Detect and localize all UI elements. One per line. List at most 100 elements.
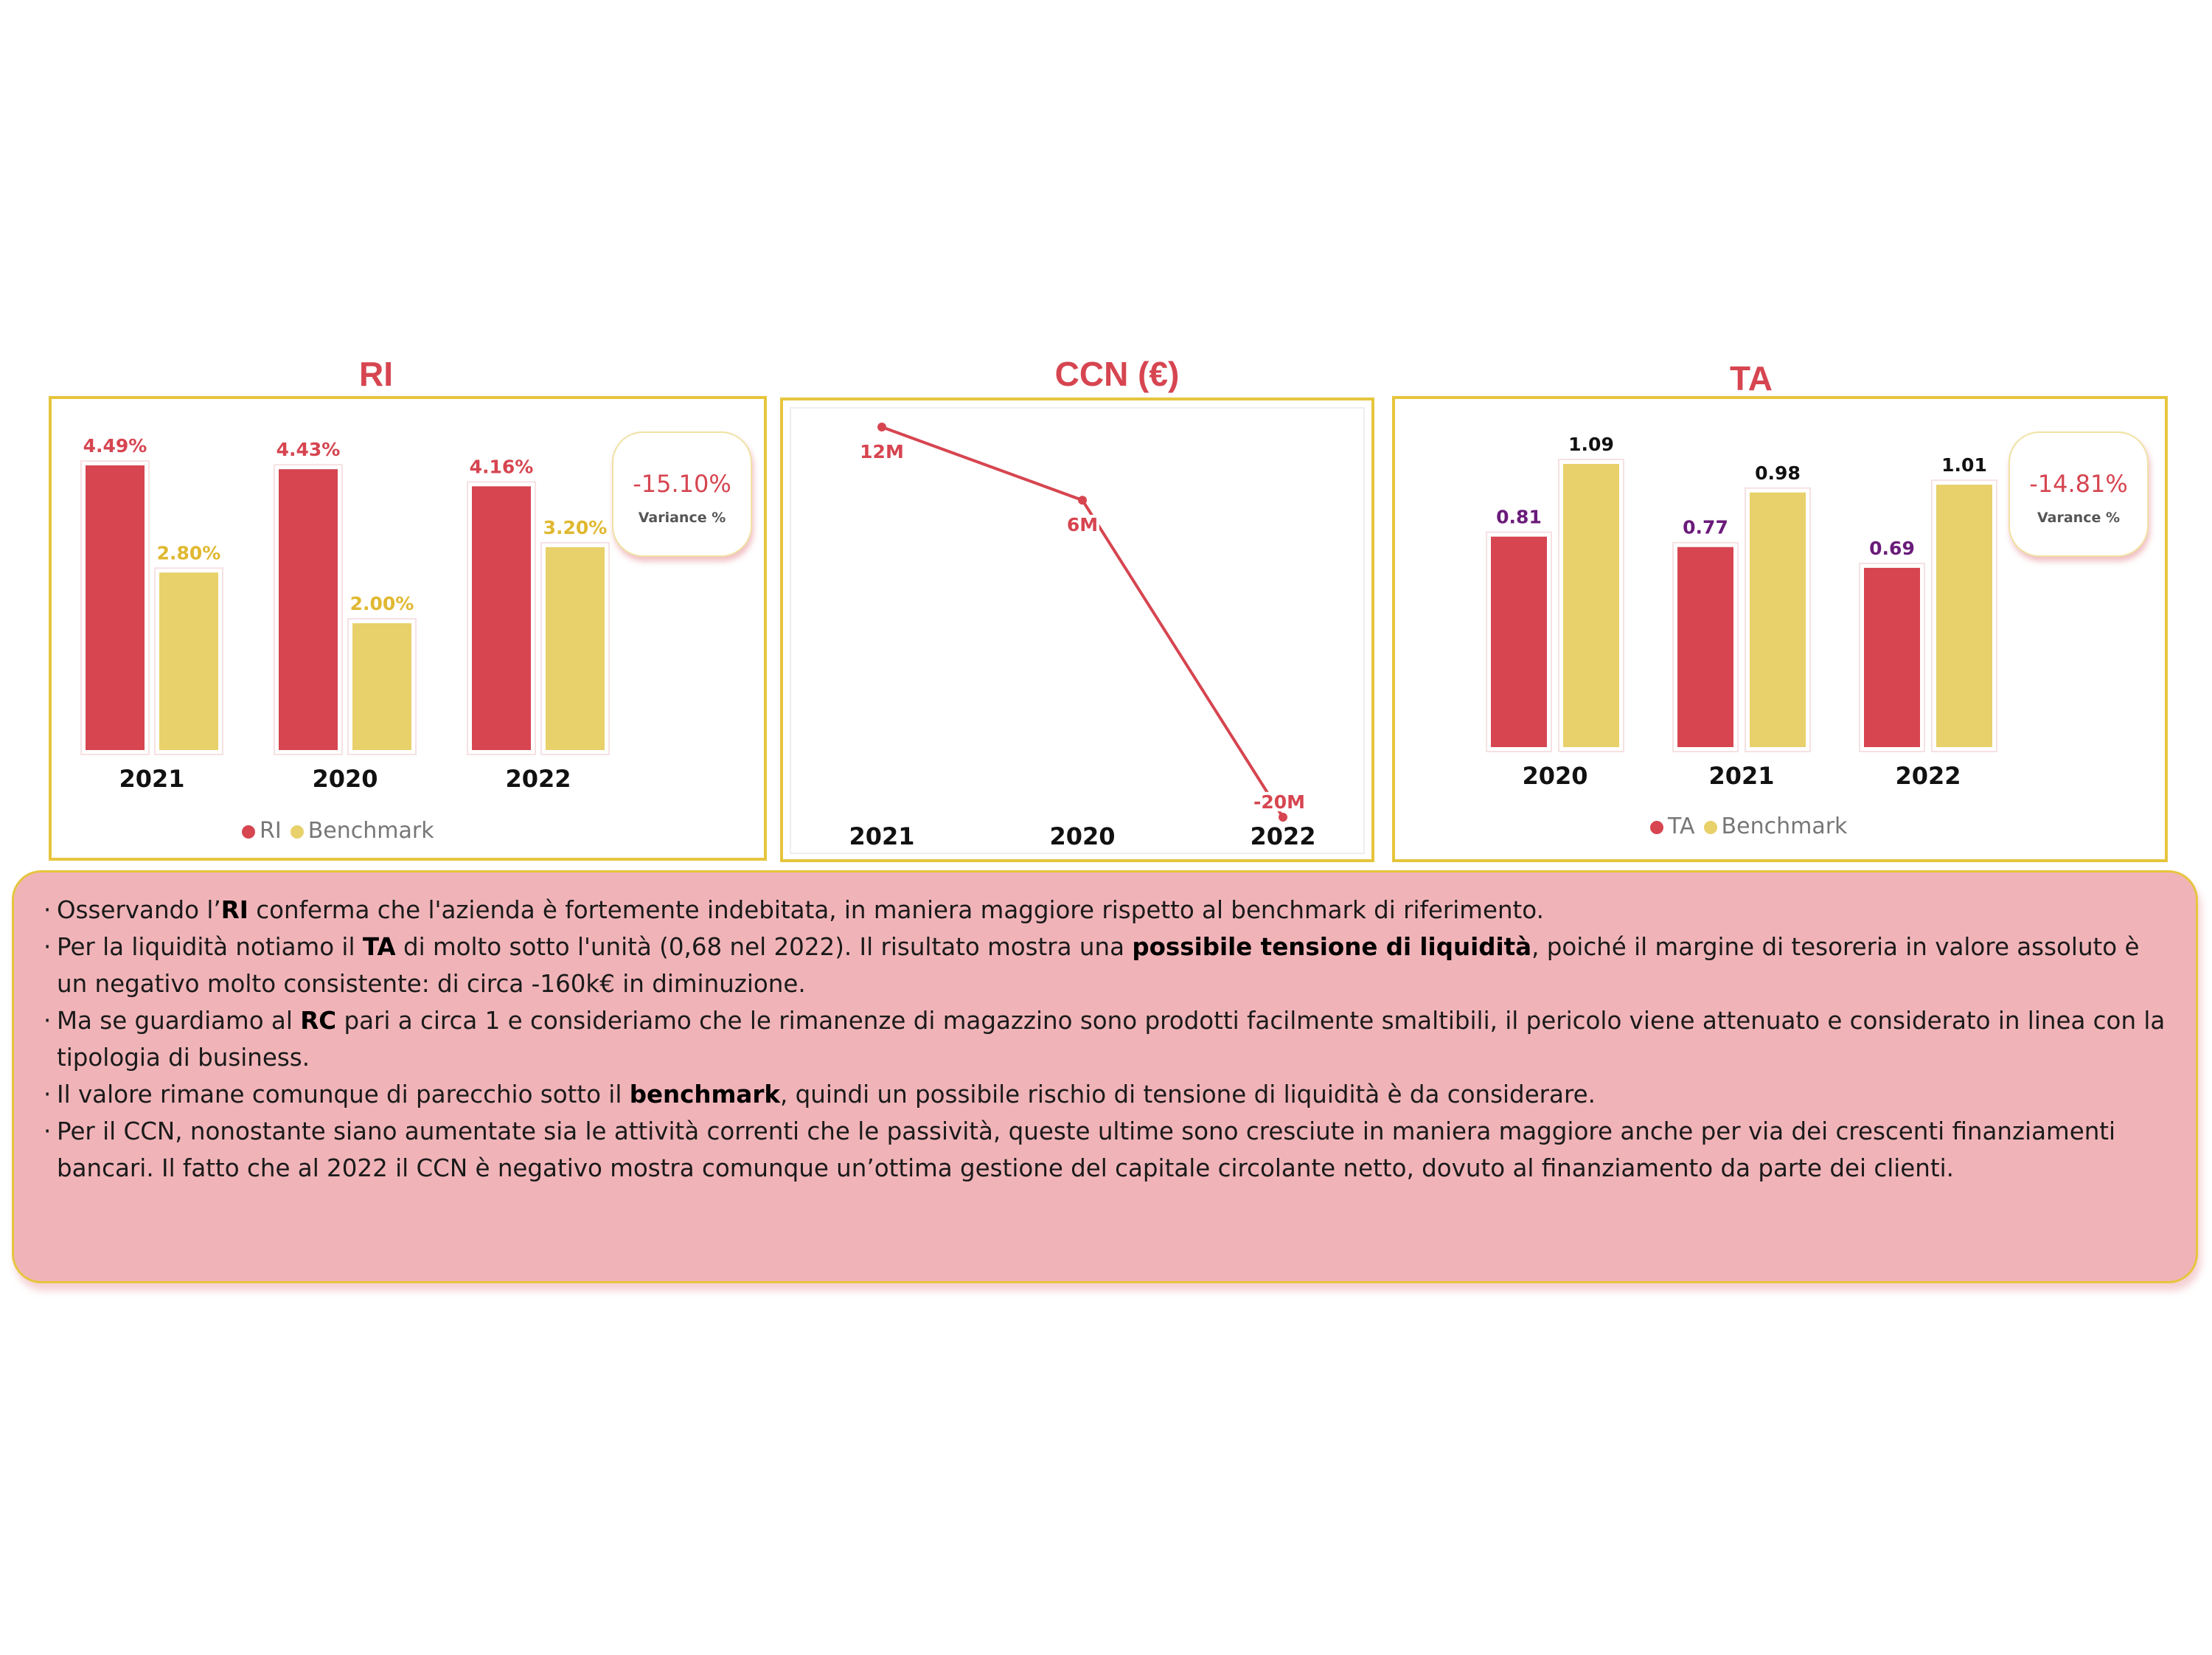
- note-text: di molto sotto l'unità (0,68 nel 2022). …: [395, 933, 1133, 961]
- ccn-point-2020: [1078, 496, 1087, 505]
- plot-area: [790, 407, 1365, 854]
- data-label: 2.80%: [157, 542, 221, 563]
- ccn-point-2022: [1279, 813, 1287, 822]
- bar-outline: [347, 618, 417, 755]
- bar-outline: [1745, 487, 1811, 753]
- note-item: Per la liquidità notiamo il TA di molto …: [44, 929, 2166, 1002]
- bar-benchmark-2021: [1750, 492, 1806, 747]
- bar-ta-2020: [1491, 536, 1547, 747]
- note-text: Per il CCN, nonostante siano aumentate s…: [57, 1117, 2116, 1182]
- ta-variance-value: -14.81%: [2029, 470, 2128, 498]
- note-item: Ma se guardiamo al RC pari a circa 1 e c…: [44, 1002, 2166, 1076]
- legend-dot-icon: [290, 825, 304, 839]
- ta-legend: TA Benchmark: [1650, 813, 1856, 839]
- data-label: 3.20%: [543, 517, 608, 538]
- bar-outline: [1486, 531, 1552, 752]
- x-tick-label: 2020: [1522, 762, 1587, 790]
- x-tick-label: 2022: [1895, 762, 1961, 790]
- data-label: 0.77: [1683, 517, 1728, 538]
- bar-ta-2021: [1677, 547, 1733, 747]
- bar-benchmark-2020: [1563, 464, 1619, 747]
- ta-title: TA: [1730, 359, 1773, 398]
- ri-title: RI: [359, 355, 393, 393]
- note-item: Per il CCN, nonostante siano aumentate s…: [44, 1113, 2166, 1187]
- ta-chart-panel: 0.81 1.09 2020 0.77 0.98 2021 0.69 1.01 2022 -14…: [1392, 396, 2168, 862]
- bar-outline: [1558, 459, 1624, 752]
- legend-dot-icon: [242, 825, 255, 839]
- data-label: -20M: [1253, 791, 1305, 813]
- data-label: 4.16%: [470, 456, 534, 477]
- bar-outline: [1931, 479, 1997, 753]
- legend-item-benchmark: Benchmark: [290, 818, 434, 844]
- x-tick-label: 2021: [119, 765, 184, 793]
- data-label: 1.09: [1568, 434, 1614, 455]
- x-tick-label: 2022: [1250, 822, 1315, 850]
- notes-list: Osservando l’RI conferma che l'azienda è…: [44, 892, 2166, 1187]
- legend-item-benchmark: Benchmark: [1703, 813, 1847, 839]
- bar-outline: [80, 460, 150, 755]
- bar-ri-2022: [472, 486, 531, 750]
- note-text: pari a circa 1 e consideriamo che le rim…: [57, 1007, 2166, 1072]
- bar-benchmark-2022: [546, 547, 605, 750]
- bar-ta-2022: [1864, 567, 1920, 747]
- ri-variance-label: Variance %: [638, 510, 726, 526]
- ccn-line-chart: 12M 2021 6M 2020 -20M 2022: [790, 407, 1365, 854]
- ta-variance-card: -14.81% Varance %: [2008, 431, 2149, 557]
- data-label: 2.00%: [350, 593, 414, 614]
- note-text: conferma che l'azienda è fortemente inde…: [248, 896, 1544, 924]
- note-text: Osservando l’: [57, 896, 221, 924]
- ri-variance-value: -15.10%: [633, 470, 731, 498]
- note-item: Osservando l’RI conferma che l'azienda è…: [44, 892, 2166, 929]
- data-label: 12M: [860, 441, 904, 462]
- legend-dot-icon: [1650, 820, 1663, 834]
- bar-ri-2020: [279, 469, 338, 750]
- note-text: Il valore rimane comunque di parecchio s…: [57, 1080, 630, 1108]
- note-emphasis: RC: [300, 1007, 337, 1035]
- ri-bar-chart: 4.49% 2.80% 2021 4.43% 2.00% 2020 4.16% 3.20% 20…: [80, 435, 610, 793]
- ccn-series-line: [881, 426, 1284, 819]
- data-label: 1.01: [1941, 454, 1987, 476]
- note-emphasis: benchmark: [629, 1080, 780, 1108]
- ccn-title: CCN (€): [1054, 355, 1180, 393]
- note-emphasis: TA: [362, 933, 396, 961]
- ccn-point-2021: [877, 423, 886, 431]
- ta-variance-label: Varance %: [2037, 510, 2120, 526]
- data-label: 6M: [1067, 514, 1098, 535]
- legend-item-ta: TA: [1650, 813, 1695, 839]
- ri-variance-card: -15.10% Variance %: [612, 431, 752, 557]
- note-text: Per la liquidità notiamo il: [57, 933, 363, 961]
- bar-outline: [467, 481, 536, 755]
- x-tick-label: 2020: [1049, 822, 1115, 850]
- x-tick-label: 2022: [505, 765, 571, 793]
- data-label: 4.49%: [83, 435, 147, 457]
- bar-outline: [154, 567, 223, 755]
- note-text: Ma se guardiamo al: [57, 1007, 301, 1035]
- data-label: 0.98: [1755, 462, 1801, 484]
- ccn-chart-panel: 12M 2021 6M 2020 -20M 2022: [780, 398, 1374, 862]
- note-text: , poiché il margine di tesoreria in valo…: [57, 933, 2140, 998]
- bar-benchmark-2020: [352, 623, 411, 750]
- x-tick-label: 2020: [312, 765, 378, 793]
- note-item: Il valore rimane comunque di parecchio s…: [44, 1076, 2166, 1113]
- ri-chart-panel: 4.49% 2.80% 2021 4.43% 2.00% 2020 4.16% 3.20% 20…: [49, 396, 767, 861]
- bar-benchmark-2022: [1936, 485, 1992, 747]
- bar-outline: [1859, 562, 1925, 752]
- note-emphasis: RI: [220, 896, 248, 924]
- legend-item-ri: RI: [242, 818, 282, 844]
- x-tick-label: 2021: [1708, 762, 1774, 790]
- bar-outline: [540, 541, 610, 755]
- analysis-notes: Osservando l’RI conferma che l'azienda è…: [12, 870, 2198, 1283]
- note-emphasis: possibile tensione di liquidità: [1132, 933, 1532, 961]
- data-label: 4.43%: [276, 439, 341, 460]
- bar-ri-2021: [86, 465, 145, 750]
- legend-dot-icon: [1703, 820, 1717, 834]
- data-label: 0.81: [1496, 507, 1542, 528]
- data-label: 0.69: [1869, 538, 1915, 559]
- ri-legend: RI Benchmark: [242, 818, 443, 844]
- bar-benchmark-2021: [159, 572, 218, 750]
- bar-outline: [1672, 541, 1739, 752]
- note-text: , quindi un possibile rischio di tension…: [780, 1080, 1596, 1108]
- bar-outline: [274, 464, 343, 755]
- ta-bar-chart: 0.81 1.09 2020 0.77 0.98 2021 0.69 1.01 2022: [1486, 434, 1997, 790]
- x-tick-label: 2021: [849, 822, 914, 850]
